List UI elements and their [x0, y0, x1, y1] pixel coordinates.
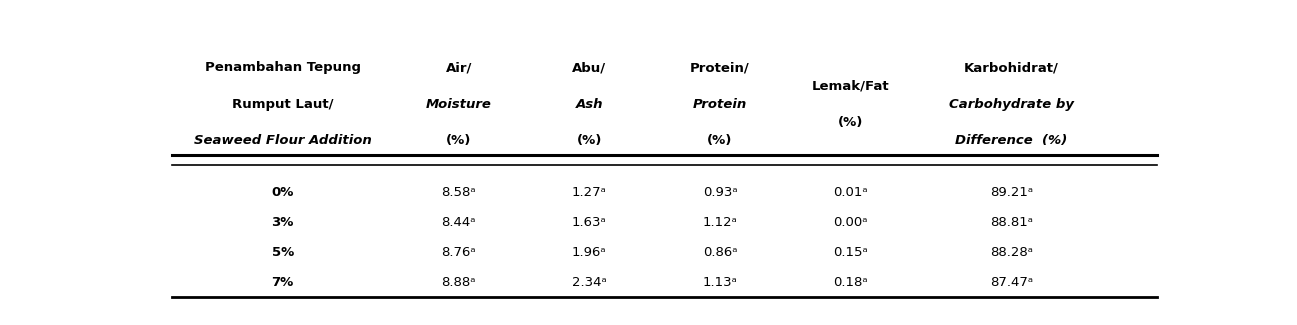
Text: (%): (%)	[707, 134, 733, 147]
Text: 88.81ᵃ: 88.81ᵃ	[990, 216, 1032, 229]
Text: (%): (%)	[838, 116, 864, 129]
Text: 1.13ᵃ: 1.13ᵃ	[703, 277, 738, 290]
Text: 0.00ᵃ: 0.00ᵃ	[834, 216, 868, 229]
Text: Penambahan Tepung: Penambahan Tepung	[205, 61, 361, 74]
Text: 87.47ᵃ: 87.47ᵃ	[990, 277, 1032, 290]
Text: 0.86ᵃ: 0.86ᵃ	[703, 246, 737, 259]
Text: Carbohydrate by: Carbohydrate by	[949, 98, 1074, 111]
Text: 1.63ᵃ: 1.63ᵃ	[572, 216, 607, 229]
Text: 8.44ᵃ: 8.44ᵃ	[441, 216, 476, 229]
Text: Abu/: Abu/	[572, 61, 607, 74]
Text: 5%: 5%	[271, 246, 294, 259]
Text: 2.34ᵃ: 2.34ᵃ	[572, 277, 607, 290]
Text: 0.93ᵃ: 0.93ᵃ	[703, 187, 737, 200]
Text: 0.15ᵃ: 0.15ᵃ	[833, 246, 868, 259]
Text: 1.27ᵃ: 1.27ᵃ	[572, 187, 607, 200]
Text: 3%: 3%	[271, 216, 294, 229]
Text: 1.12ᵃ: 1.12ᵃ	[703, 216, 738, 229]
Text: Protein: Protein	[693, 98, 747, 111]
Text: 1.96ᵃ: 1.96ᵃ	[572, 246, 607, 259]
Text: 8.58ᵃ: 8.58ᵃ	[441, 187, 476, 200]
Text: Air/: Air/	[445, 61, 472, 74]
Text: Difference  (%): Difference (%)	[956, 134, 1067, 147]
Text: Rumput Laut/: Rumput Laut/	[232, 98, 333, 111]
Text: 8.88ᵃ: 8.88ᵃ	[441, 277, 476, 290]
Text: (%): (%)	[577, 134, 602, 147]
Text: Ash: Ash	[576, 98, 603, 111]
Text: Karbohidrat/: Karbohidrat/	[964, 61, 1058, 74]
Text: Lemak/Fat: Lemak/Fat	[812, 79, 890, 92]
Text: 89.21ᵃ: 89.21ᵃ	[990, 187, 1032, 200]
Text: Moisture: Moisture	[425, 98, 492, 111]
Text: Protein/: Protein/	[690, 61, 750, 74]
Text: Seaweed Flour Addition: Seaweed Flour Addition	[193, 134, 372, 147]
Text: 88.28ᵃ: 88.28ᵃ	[990, 246, 1032, 259]
Text: 8.76ᵃ: 8.76ᵃ	[441, 246, 476, 259]
Text: (%): (%)	[446, 134, 471, 147]
Text: 7%: 7%	[271, 277, 294, 290]
Text: 0.18ᵃ: 0.18ᵃ	[834, 277, 868, 290]
Text: 0.01ᵃ: 0.01ᵃ	[834, 187, 868, 200]
Text: 0%: 0%	[271, 187, 294, 200]
